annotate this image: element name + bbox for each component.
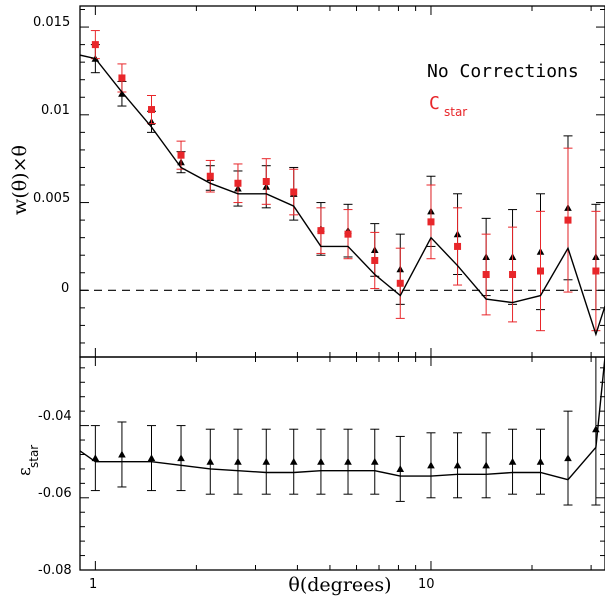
data-point-triangle <box>344 457 352 465</box>
data-point-square <box>177 151 185 159</box>
data-point-triangle <box>536 457 545 465</box>
data-point-triangle <box>317 457 325 465</box>
data-point-square <box>262 178 270 185</box>
top-panel: 0.015 0.01 0.005 0 w(θ)×θ No Corrections… <box>9 5 605 358</box>
top-ytick-label: 0 <box>61 281 69 296</box>
data-point-triangle <box>262 457 271 465</box>
data-point-triangle <box>289 457 298 465</box>
legend-entry-no-corrections: No Corrections <box>427 61 579 82</box>
bottom-panel: -0.04 -0.06 -0.08 ε star 1 10 θ(degrees) <box>15 356 605 596</box>
top-y-axis-title: w(θ)×θ <box>9 145 31 215</box>
data-point-triangle <box>118 450 126 458</box>
data-point-square <box>118 74 126 82</box>
bottom-panel-content <box>79 357 605 570</box>
bottom-ytick-label: -0.06 <box>38 486 72 501</box>
top-panel-content <box>79 6 605 357</box>
data-point-triangle <box>564 454 572 462</box>
data-point-triangle <box>427 461 435 469</box>
top-panel-frame <box>79 5 605 358</box>
data-point-triangle <box>234 457 242 465</box>
plot-area <box>80 357 605 506</box>
plot-area <box>80 30 605 337</box>
data-point-square <box>234 179 242 187</box>
data-point-square <box>91 41 99 49</box>
bottom-y-axis-title-main: ε <box>15 467 35 476</box>
data-point-square <box>427 218 435 226</box>
bottom-ytick-label: -0.04 <box>38 409 72 424</box>
xtick-label: 1 <box>89 577 97 592</box>
legend-entry-cstar-subscript: star <box>444 105 467 119</box>
data-point-square <box>592 267 600 275</box>
data-point-square <box>290 188 298 196</box>
data-point-triangle <box>177 454 185 462</box>
data-point-triangle <box>453 461 462 469</box>
top-ytick-label: 0.01 <box>41 103 70 118</box>
data-point-square <box>537 267 545 275</box>
data-point-square <box>396 279 404 287</box>
xtick-label: 10 <box>418 577 435 592</box>
data-point-square <box>206 172 214 180</box>
data-point-triangle <box>482 461 490 469</box>
data-point-triangle <box>147 454 156 462</box>
x-axis-title: θ(degrees) <box>288 574 391 596</box>
legend-entry-cstar: C <box>429 93 440 114</box>
top-ytick-label: 0.005 <box>33 191 70 206</box>
data-point-square <box>482 271 490 279</box>
top-ytick-label: 0.015 <box>33 15 70 30</box>
bottom-y-axis-title: ε star <box>15 445 41 476</box>
data-point-square <box>317 227 325 235</box>
data-point-square <box>564 216 572 224</box>
bottom-y-axis-title-subscript: star <box>27 445 41 468</box>
bottom-panel-frame <box>79 356 605 571</box>
bottom-ytick-label: -0.08 <box>38 563 72 578</box>
legend: No Corrections C star <box>427 61 579 119</box>
data-point-triangle <box>91 454 100 462</box>
data-point-square <box>344 230 352 238</box>
series-line <box>80 54 605 337</box>
data-point-triangle <box>206 457 215 465</box>
data-point-square <box>371 256 379 264</box>
data-point-triangle <box>370 457 379 465</box>
data-point-square <box>148 106 156 114</box>
data-point-triangle <box>508 457 517 465</box>
data-point-square <box>509 271 517 279</box>
data-point-triangle <box>396 465 405 472</box>
data-point-square <box>454 242 462 250</box>
series-line <box>80 357 605 481</box>
